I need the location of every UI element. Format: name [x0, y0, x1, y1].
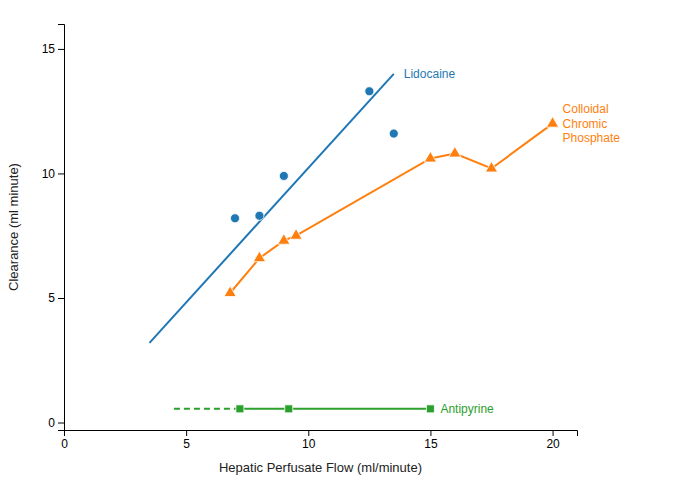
x-axis-tick: 20 [546, 430, 560, 451]
series-line [240, 408, 431, 410]
y-axis-tick: 5 [48, 291, 64, 305]
x-axis: 0 5 10 15 20 [61, 430, 577, 451]
x-axis-tick-mark [430, 430, 431, 436]
data-point [285, 405, 293, 413]
y-axis-tick-label: 5 [48, 291, 55, 305]
plot-area [150, 74, 559, 413]
series-label-line: Lidocaine [404, 67, 456, 81]
x-axis-tick: 0 [61, 430, 68, 451]
y-axis-tick-label: 0 [48, 416, 55, 430]
series-label-line: Phosphate [563, 131, 621, 145]
y-axis-tick-mark [58, 423, 64, 424]
data-point [224, 286, 236, 297]
x-axis-tick-mark [186, 430, 187, 436]
data-point [449, 147, 461, 158]
data-point [236, 405, 244, 413]
data-point [279, 171, 288, 180]
y-axis-tick-mark [58, 173, 64, 174]
series [174, 405, 434, 413]
series-labels: Lidocaine ColloidalChromicPhosphate Antipy… [404, 67, 620, 416]
y-axis-tick: 0 [48, 416, 64, 430]
x-axis-tick-label: 15 [424, 437, 438, 451]
series [224, 117, 559, 297]
series-label-line: Antipyrine [440, 402, 494, 416]
series-line [150, 74, 394, 343]
series-label-line: Colloidal [563, 102, 609, 116]
series-label: Antipyrine [440, 402, 494, 416]
x-axis-line [65, 431, 578, 437]
series-line [230, 124, 552, 293]
data-point [230, 214, 239, 223]
data-point [255, 211, 264, 220]
x-axis-tick-label: 0 [61, 437, 68, 451]
series-label: ColloidalChromicPhosphate [563, 102, 621, 145]
data-point [424, 151, 436, 162]
chart: 05101520051015Hepatic Perfusate Flow (ml… [0, 0, 677, 484]
x-axis-tick-mark [553, 430, 554, 436]
x-axis-tick-label: 10 [302, 437, 316, 451]
data-point [546, 117, 558, 128]
data-point [365, 87, 374, 96]
x-axis-tick: 5 [183, 430, 190, 451]
data-point [389, 129, 398, 138]
x-axis-tick: 10 [302, 430, 316, 451]
series-label-line: Chromic [563, 117, 608, 131]
data-point [485, 161, 497, 172]
y-axis-tick-label: 15 [42, 42, 56, 56]
x-axis-tick-label: 20 [546, 437, 560, 451]
y-axis-line [58, 25, 65, 431]
y-axis: 0 5 10 15 [42, 25, 65, 431]
series [150, 74, 399, 343]
y-axis-tick: 10 [42, 167, 64, 181]
data-point [290, 229, 302, 240]
y-axis-tick-label: 10 [42, 167, 56, 181]
data-point [426, 405, 434, 413]
y-axis-tick-mark [58, 298, 64, 299]
x-axis-title: Hepatic Perfusate Flow (ml/minute) [219, 460, 422, 475]
data-point [253, 251, 265, 262]
series-line [174, 408, 240, 410]
series-label: Lidocaine [404, 67, 456, 81]
chart-container: 05101520051015Hepatic Perfusate Flow (ml… [0, 0, 677, 484]
y-axis-title: Clearance (ml minute) [6, 163, 21, 291]
x-axis-tick-label: 5 [183, 437, 190, 451]
data-point [278, 234, 290, 245]
x-axis-tick: 15 [424, 430, 438, 451]
y-axis-tick: 15 [42, 42, 64, 56]
x-axis-tick-mark [308, 430, 309, 436]
y-axis-tick-mark [58, 49, 64, 50]
